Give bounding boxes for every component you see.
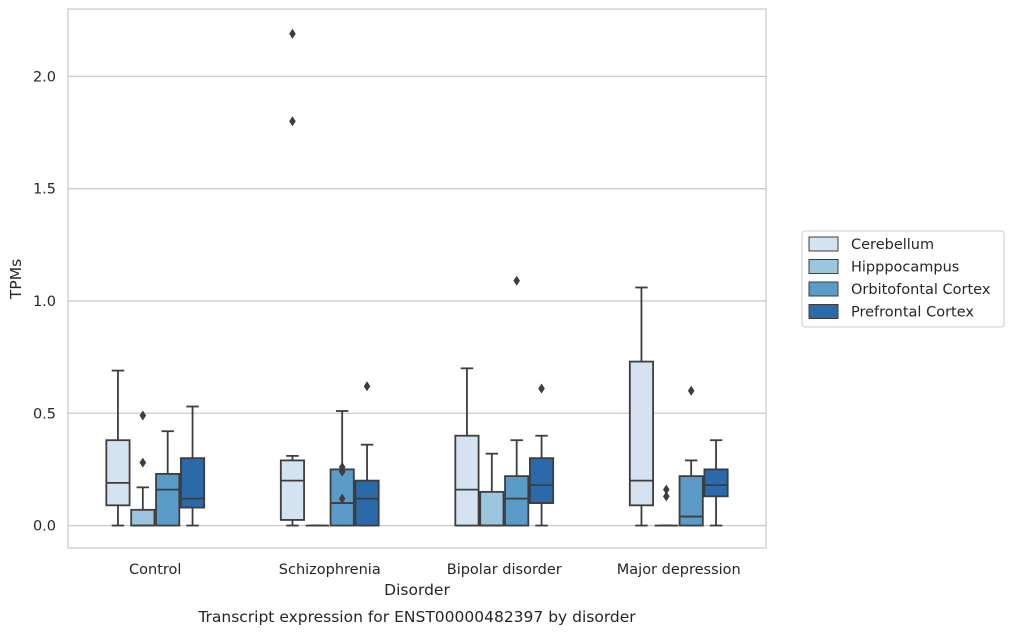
y-tick-label: 0.0: [33, 519, 56, 535]
y-axis-ticks: 0.0 0.5 1.0 1.5 2.0: [33, 69, 56, 534]
legend-label: Prefrontal Cortex: [851, 305, 974, 321]
box-2-1: [329, 410, 355, 527]
outlier-point: [338, 493, 346, 504]
box-body: [130, 508, 156, 527]
box-1-0: [130, 410, 156, 527]
outlier-point: [663, 491, 670, 502]
plot-frame: [67, 8, 767, 549]
box-body: [479, 490, 505, 527]
box-body: [105, 439, 131, 507]
x-tick-label: Major depression: [617, 562, 741, 578]
box-3-1: [354, 381, 380, 527]
box-0-1: [279, 28, 305, 527]
x-tick-label: Bipolar disorder: [447, 562, 562, 578]
outlier-point: [289, 116, 296, 127]
legend-swatch: [808, 281, 839, 297]
x-axis-label: Disorder: [384, 581, 450, 599]
outlier-point: [139, 457, 147, 468]
box-body: [180, 457, 206, 509]
outlier-point: [139, 410, 147, 421]
legend-swatch: [808, 304, 839, 319]
y-tick-label: 1.5: [33, 182, 56, 198]
box-body: [454, 434, 480, 527]
box-1-3: [654, 484, 678, 527]
box-0-3: [628, 286, 654, 527]
x-tick-label: Control: [129, 562, 181, 578]
box-2-3: [678, 385, 704, 527]
box-body: [279, 459, 305, 521]
outlier-point: [289, 28, 296, 39]
legend-frame: [801, 230, 1005, 328]
box-0-2: [454, 367, 480, 527]
chart-caption: Transcript expression for ENST0000048239…: [197, 608, 636, 626]
box-1-2: [479, 452, 505, 527]
box-body: [678, 475, 704, 527]
gridlines: [68, 75, 766, 527]
legend: Cerebellum Hipppocampus Orbitofontal Corte…: [801, 230, 1005, 328]
y-axis-label: TPMs: [7, 259, 25, 300]
box-2-2: [504, 275, 530, 527]
box-body: [504, 475, 530, 527]
outlier-point: [363, 381, 371, 392]
box-3-0: [180, 405, 206, 527]
box-body: [354, 479, 380, 527]
legend-swatch: [808, 236, 839, 252]
box-body: [155, 472, 181, 527]
y-tick-label: 2.0: [33, 69, 56, 85]
plot-area: [105, 28, 729, 527]
legend-label: Cerebellum: [851, 237, 934, 253]
box-0-0: [105, 369, 131, 527]
legend-label: Orbitofontal Cortex: [851, 282, 991, 298]
outlier-point: [663, 484, 670, 495]
box-3-2: [529, 383, 555, 527]
outlier-point: [338, 462, 346, 473]
outlier-point: [538, 383, 545, 394]
outlier-point: [513, 275, 520, 286]
box-3-3: [703, 439, 729, 527]
legend-swatch: [808, 259, 839, 274]
y-tick-label: 0.5: [33, 406, 56, 422]
y-tick-label: 1.0: [33, 294, 56, 310]
box-2-0: [155, 430, 181, 527]
x-axis-ticks: Control Schizophrenia Bipolar disorder Majo…: [129, 562, 741, 578]
legend-label: Hipppocampus: [851, 260, 959, 276]
x-tick-label: Schizophrenia: [279, 562, 381, 578]
outlier-point: [687, 385, 695, 396]
box-body: [628, 360, 654, 507]
box-body: [529, 457, 555, 504]
box-body: [703, 468, 729, 498]
